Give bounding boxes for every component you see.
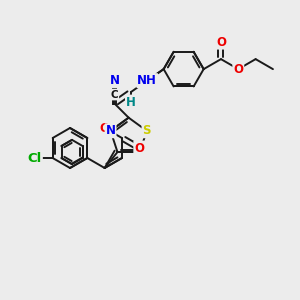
Text: NH: NH: [137, 74, 157, 87]
Text: S: S: [142, 124, 151, 137]
Text: C: C: [111, 89, 118, 100]
Text: Cl: Cl: [28, 152, 42, 164]
Text: O: O: [233, 63, 243, 76]
Text: O: O: [216, 36, 226, 49]
Text: O: O: [100, 122, 110, 134]
Text: N: N: [110, 74, 119, 87]
Text: O: O: [134, 142, 144, 154]
Text: H: H: [126, 96, 136, 109]
Text: N: N: [106, 124, 116, 137]
